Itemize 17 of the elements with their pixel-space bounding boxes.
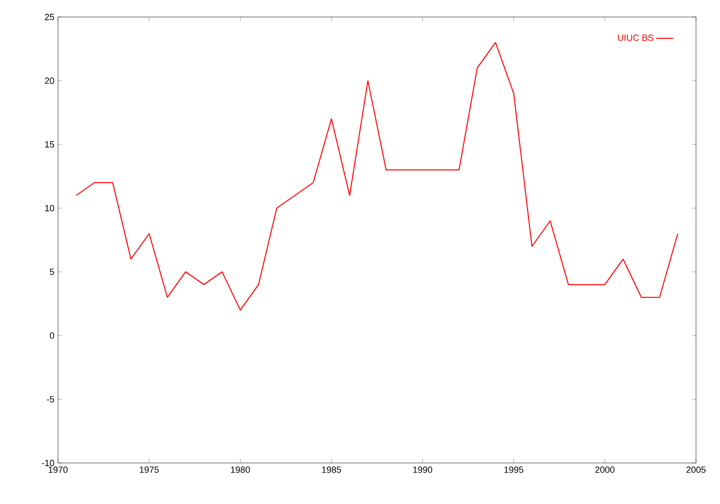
y-tick-label: 15 xyxy=(45,141,54,148)
y-tick-label: 0 xyxy=(50,332,54,339)
x-tick-label: 2000 xyxy=(595,466,614,473)
x-tick-label: 1980 xyxy=(231,466,250,473)
x-tick-label: 1970 xyxy=(48,466,68,473)
y-tick-label: 10 xyxy=(45,204,54,212)
y-tick-label: -10 xyxy=(42,460,54,466)
y-tick-label: 5 xyxy=(50,268,54,275)
y-tick-label: 20 xyxy=(44,78,54,84)
y-tick-label: 25 xyxy=(44,14,54,20)
x-tick-label: 1975 xyxy=(140,466,159,473)
x-tick-label: 1990 xyxy=(413,466,432,473)
x-tick-label: 1995 xyxy=(504,466,524,473)
x-tick-label: 1985 xyxy=(322,466,342,473)
legend-label: UIUC BS xyxy=(618,34,654,41)
x-tick-label: 2005 xyxy=(686,466,706,473)
y-tick-label: -5 xyxy=(46,396,54,402)
